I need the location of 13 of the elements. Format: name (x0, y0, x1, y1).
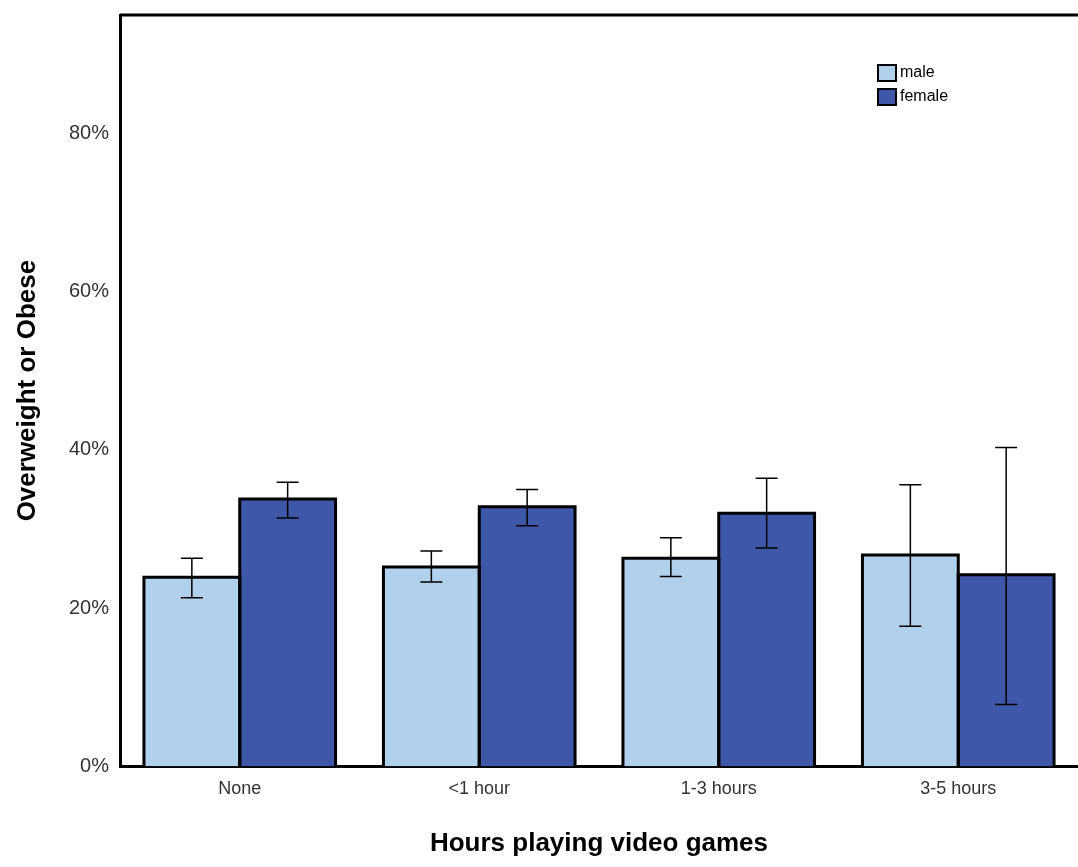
y-tick-label: 60% (68, 279, 110, 302)
x-tick-label: None (218, 777, 262, 798)
legend-label: female (900, 87, 949, 105)
legend-label: male (900, 63, 935, 81)
y-tick-label: 0% (80, 753, 110, 776)
x-tick-label: <1 hour (448, 777, 511, 798)
y-tick-label: 80% (68, 121, 110, 144)
x-tick-label: 3-5 hours (920, 777, 997, 798)
y-tick-label: 40% (68, 437, 110, 460)
y-tick-label: 20% (68, 595, 110, 618)
x-tick-label: 1-3 hours (680, 777, 757, 798)
x-axis-title: Hours playing video games (429, 826, 769, 857)
y-axis-title: Overweight or Obese (10, 259, 41, 522)
